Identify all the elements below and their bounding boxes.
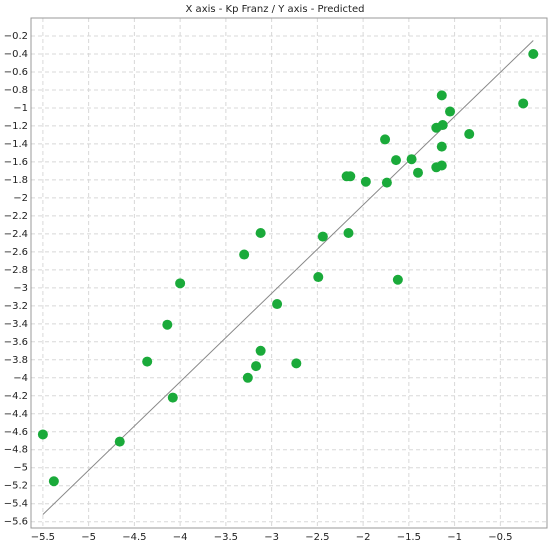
point [381, 177, 392, 188]
plot-frame [30, 17, 548, 529]
point [272, 299, 283, 310]
y-tick-label: −2 [13, 193, 28, 204]
y-tick-label: −1.6 [4, 157, 28, 168]
point [291, 358, 302, 369]
chart-title: X axis - Kp Franz / Y axis - Predicted [186, 4, 365, 15]
point [313, 272, 324, 283]
y-tick-label: −4.4 [4, 409, 28, 420]
y-tick-label: −2.4 [4, 229, 28, 240]
point [528, 48, 539, 59]
point [464, 129, 475, 140]
point [345, 171, 356, 182]
y-tick-label: −3 [13, 283, 28, 294]
y-tick-label: −1.4 [4, 139, 28, 150]
point [445, 106, 456, 117]
y-tick-label: −1.2 [4, 121, 28, 132]
point [255, 227, 266, 238]
y-tick-label: −1 [13, 103, 28, 114]
y-tick-label: −0.6 [4, 67, 28, 78]
point [114, 436, 125, 447]
x-tick-label: −4.5 [122, 532, 146, 543]
y-tick-label: −4.6 [4, 427, 28, 438]
point [360, 176, 371, 187]
point [391, 155, 402, 166]
point [37, 429, 48, 440]
point [392, 274, 403, 285]
y-tick-label: −3.6 [4, 337, 28, 348]
y-tick-label: −1.8 [4, 175, 28, 186]
y-tick-label: −2.8 [4, 265, 28, 276]
point [380, 134, 391, 145]
point [175, 278, 186, 289]
y-tick-label: −4.2 [4, 391, 28, 402]
y-tick-label: −2.6 [4, 247, 28, 258]
x-tick-label: −2.5 [305, 532, 329, 543]
point [317, 231, 328, 242]
x-tick-label: −3.5 [214, 532, 238, 543]
y-tick-label: −3.2 [4, 301, 28, 312]
point [406, 154, 417, 165]
x-tick-label: −1.5 [397, 532, 421, 543]
y-tick-label: −4 [13, 373, 28, 384]
point [343, 227, 354, 238]
point [162, 319, 173, 330]
point [239, 249, 250, 260]
y-tick-label: −3.8 [4, 355, 28, 366]
point [48, 476, 59, 487]
y-tick-label: −5 [13, 463, 28, 474]
point [142, 356, 153, 367]
x-tick-label: −1 [447, 532, 462, 543]
point [413, 167, 423, 178]
x-tick-label: −3 [264, 532, 279, 543]
y-tick-label: −5.4 [4, 499, 28, 510]
point [242, 372, 253, 383]
y-tick-label: −0.2 [4, 31, 28, 42]
x-tick-label: −0.5 [488, 532, 512, 543]
point [437, 120, 448, 131]
x-tick-label: −5.5 [31, 532, 55, 543]
x-tick-label: −2 [356, 532, 371, 543]
x-tick-label: −4 [173, 532, 188, 543]
y-tick-label: −0.4 [4, 49, 28, 60]
point [436, 90, 447, 101]
point [251, 361, 262, 372]
y-tick-label: −2.2 [4, 211, 28, 222]
y-tick-label: −5.2 [4, 481, 28, 492]
x-tick-label: −5 [81, 532, 96, 543]
point [255, 345, 266, 356]
point [436, 141, 447, 152]
y-tick-label: −0.8 [4, 85, 28, 96]
y-tick-label: −4.8 [4, 445, 28, 456]
y-tick-label: −5.6 [4, 517, 28, 528]
reference-line [42, 40, 534, 515]
y-tick-label: −3.4 [4, 319, 28, 330]
point [518, 98, 529, 109]
point [167, 392, 178, 403]
point [436, 160, 447, 171]
